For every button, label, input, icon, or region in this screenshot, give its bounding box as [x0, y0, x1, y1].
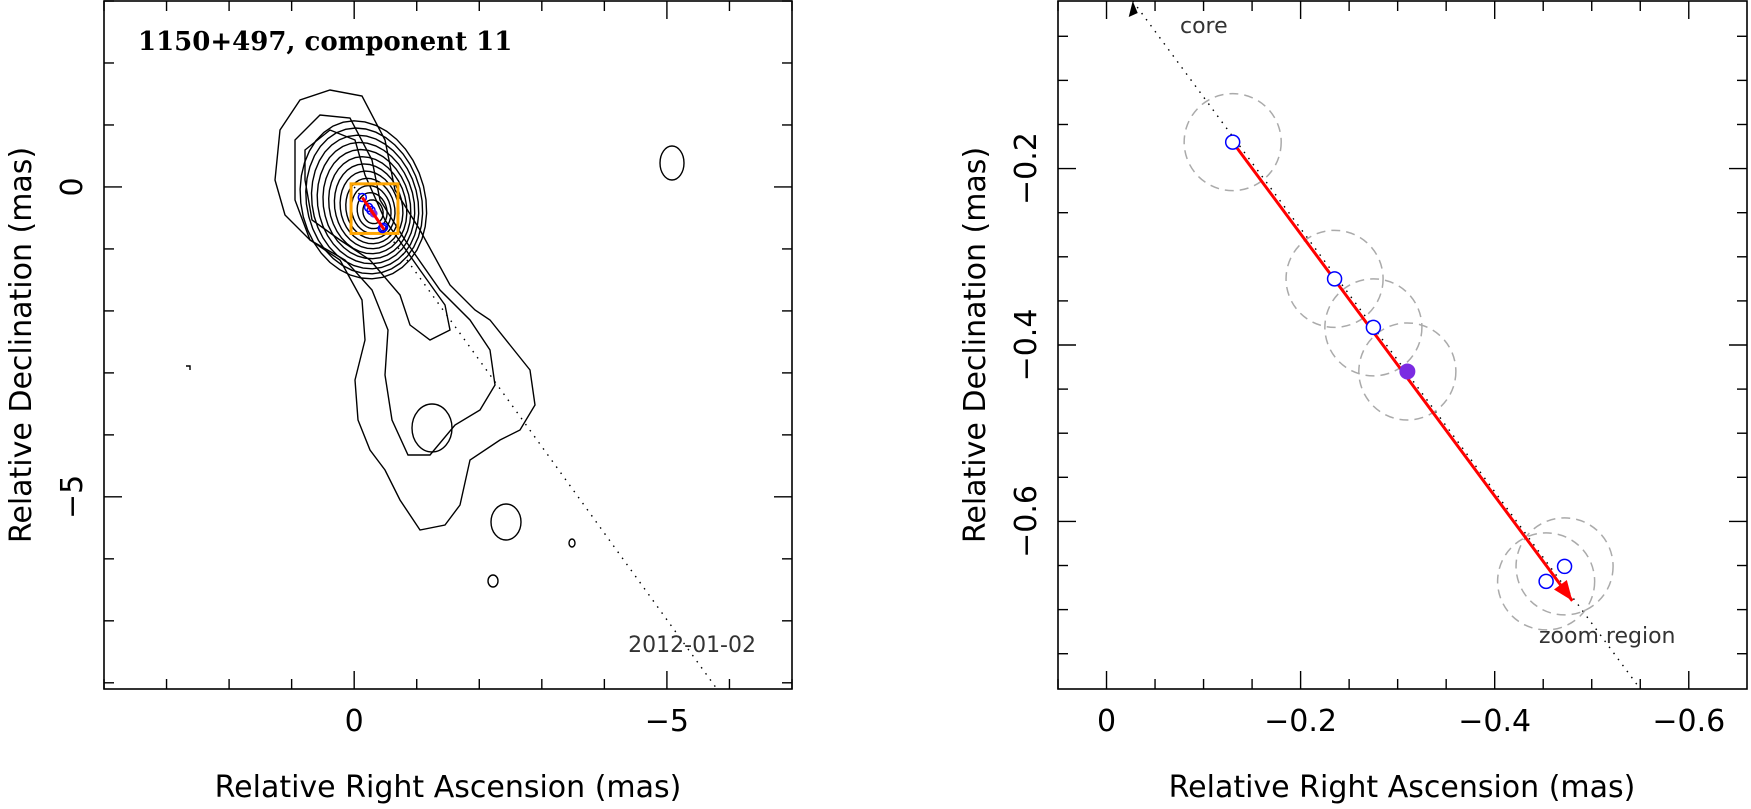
component-marker	[357, 192, 368, 203]
contour-line	[316, 141, 416, 265]
error-circle	[1358, 322, 1457, 421]
error-circle	[1496, 532, 1596, 631]
y-tick-label: −0.2	[1009, 132, 1044, 205]
contour-line	[299, 120, 428, 280]
contour-line	[327, 155, 408, 255]
contour-line	[362, 199, 384, 225]
core-arrowhead	[1128, 1, 1138, 17]
contour-line	[310, 134, 420, 270]
component-marker	[378, 222, 389, 232]
core-label: core	[1180, 14, 1228, 39]
y-tick-label: −0.6	[1009, 485, 1044, 558]
contour-line	[490, 503, 522, 541]
y-tick-label: −0.4	[1009, 309, 1044, 382]
contour-line	[294, 114, 496, 456]
panel-title: 1150+497, component 11	[138, 27, 512, 57]
y-tick-label: −5	[55, 475, 90, 519]
contour-line	[304, 129, 451, 341]
error-circle	[1324, 278, 1423, 377]
right-x-axis-label: Relative Right Ascension (mas)	[1169, 770, 1636, 805]
contour-line	[568, 538, 576, 548]
x-tick-label: 0	[345, 704, 364, 739]
x-tick-label: −5	[645, 704, 689, 739]
contour-line	[186, 365, 191, 370]
y-tick-label: 0	[55, 177, 90, 196]
x-tick-label: −0.6	[1652, 704, 1725, 739]
error-circle	[1515, 517, 1614, 616]
component-marker	[1556, 558, 1573, 575]
component-marker	[1326, 271, 1343, 287]
contour-line	[487, 574, 499, 588]
right-panel: 0 −0.2 −0.4 −0.6 −0.2 −0.4 −0.6 core zoom regi…	[958, 0, 1748, 805]
current-component-marker	[1399, 363, 1416, 380]
x-tick-label: −0.2	[1264, 704, 1337, 739]
epoch-label: 2012-01-02	[628, 633, 756, 658]
left-plot-frame	[103, 0, 793, 690]
zoom-region-box	[349, 182, 400, 235]
jet-axis-line	[353, 186, 718, 690]
component-marker	[1538, 573, 1554, 590]
right-plot-frame	[1057, 0, 1748, 690]
contour-line	[411, 403, 453, 453]
zoom-region-label: zoom region	[1539, 624, 1675, 649]
right-y-axis-label: Relative Declination (mas)	[958, 147, 993, 543]
right-axis-ticks: 0 −0.2 −0.4 −0.6 −0.2 −0.4 −0.6	[1009, 1, 1747, 739]
right-marks	[1128, 0, 1641, 690]
contour-line	[305, 127, 424, 275]
contour-line	[322, 148, 412, 260]
left-x-axis-label: Relative Right Ascension (mas)	[215, 770, 682, 805]
error-circle	[1183, 92, 1282, 192]
left-axis-ticks: 0 −5 0 −5	[55, 0, 793, 739]
left-marks	[349, 182, 718, 690]
x-tick-label: −0.4	[1458, 704, 1531, 739]
component-marker	[1365, 319, 1382, 336]
error-circle	[1285, 229, 1384, 329]
x-tick-label: 0	[1097, 704, 1116, 739]
contour-map	[186, 89, 685, 588]
left-panel: 0 −5 0 −5 1150+497, component 11 2012-01-02…	[4, 0, 793, 805]
contour-line	[274, 89, 536, 531]
left-y-axis-label: Relative Declination (mas)	[4, 147, 39, 543]
component-marker	[1224, 134, 1241, 150]
motion-vector-arrowhead	[1553, 579, 1573, 601]
contour-line	[659, 145, 685, 181]
motion-vector	[361, 196, 386, 231]
contour-line	[333, 163, 404, 250]
